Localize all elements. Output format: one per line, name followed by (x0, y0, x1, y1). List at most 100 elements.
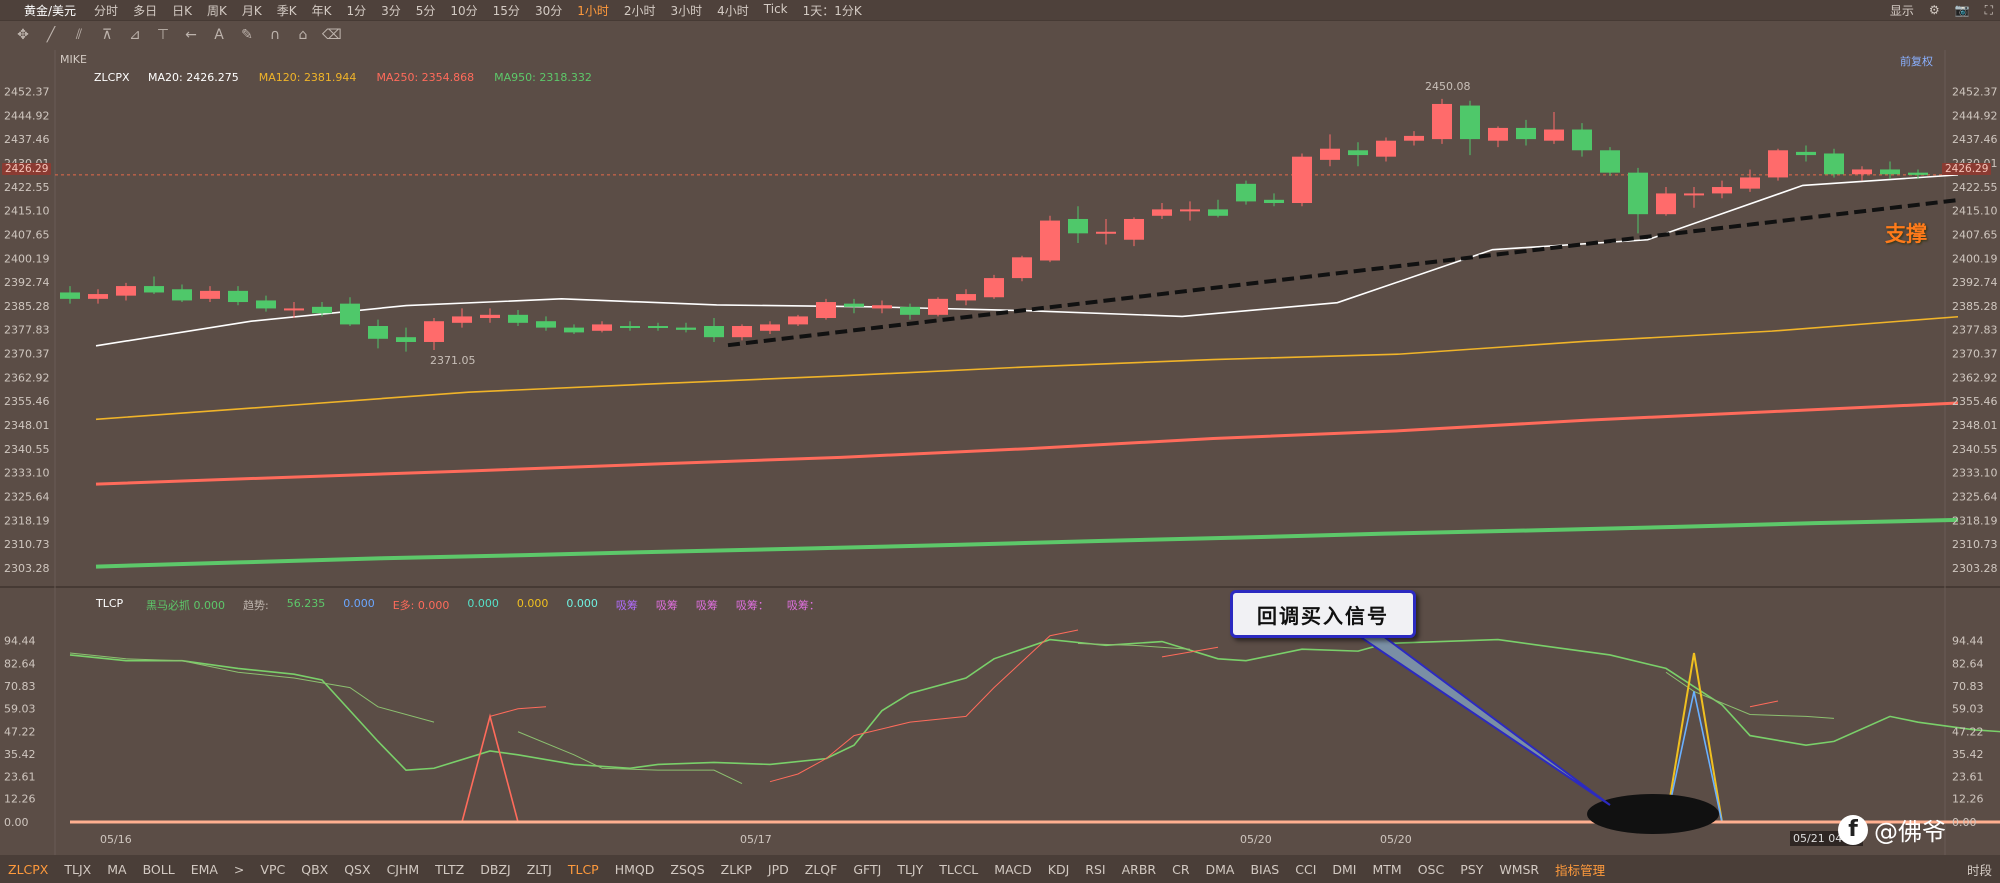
measure-icon[interactable]: ⊿ (129, 27, 141, 43)
timeframe-4[interactable]: 月K (241, 3, 262, 18)
y-tick-label-left: 2333.10 (4, 467, 50, 480)
indicator-tab-27[interactable]: DMA (1205, 861, 1235, 877)
indicator-tab-16[interactable]: ZLKP (720, 861, 752, 877)
prefix-adjust-button[interactable]: 前复权 (1900, 55, 1933, 68)
indicator-tab-15[interactable]: ZSQS (670, 861, 705, 877)
y-tick-label-left: 2422.55 (4, 181, 50, 194)
candle-body (1152, 209, 1172, 216)
candle-body (1768, 150, 1788, 178)
channel-tool-icon[interactable]: ⫽ (75, 27, 83, 43)
timeframe-11[interactable]: 15分 (492, 3, 520, 18)
indicator-tab-5[interactable]: > (233, 861, 245, 877)
indicator-tab-30[interactable]: DMI (1332, 861, 1357, 877)
y-tick-label-left: 2362.92 (4, 371, 50, 384)
indicator-tab-12[interactable]: ZLTJ (526, 861, 552, 877)
symbol-selector[interactable]: 黄金/美元 (24, 3, 77, 18)
indicator-tab-9[interactable]: CJHM (386, 861, 420, 877)
candle-body (340, 303, 360, 325)
text-tool-icon[interactable]: A (214, 27, 224, 43)
indicator-tab-11[interactable]: DBZJ (480, 861, 511, 877)
indicator-tab-18[interactable]: ZLQF (804, 861, 838, 877)
sub-legend-item: 吸筹： (736, 597, 769, 613)
display-menu[interactable]: 显示 (1889, 3, 1914, 18)
candle-body (1572, 129, 1592, 151)
timeframe-5[interactable]: 季K (276, 3, 297, 18)
indicator-tab-8[interactable]: QSX (344, 861, 371, 877)
timeframe-8[interactable]: 3分 (381, 3, 401, 18)
camera-icon[interactable]: 📷 (1954, 3, 1970, 17)
drawing-toolbar: ✥ ╱ ⫽ ⊼ ⊿ ⊤ ← A ✎ ∩ ⌂ ⌫ (0, 20, 2000, 50)
indicator-tab-22[interactable]: MACD (994, 861, 1032, 877)
indicator-tab-1[interactable]: TLJX (64, 861, 92, 877)
indicator-tab-21[interactable]: TLCCL (939, 861, 979, 877)
candle-body (116, 286, 136, 296)
session-button[interactable]: 时段 (1966, 862, 1992, 878)
indicator-tab-32[interactable]: OSC (1417, 861, 1445, 877)
sub-legend-item: 0.000 (566, 597, 598, 613)
timeframe-14[interactable]: 2小时 (623, 3, 656, 18)
candle-body (788, 316, 808, 325)
indicator-tab-17[interactable]: JPD (767, 861, 789, 877)
timeframe-2[interactable]: 日K (172, 3, 192, 18)
indicator-tab-23[interactable]: KDJ (1047, 861, 1070, 877)
high-price-label: 2450.08 (1425, 80, 1471, 93)
indicator-tab-35[interactable]: 指标管理 (1555, 862, 1606, 878)
low-price-label: 2371.05 (430, 354, 476, 367)
indicator-tab-0[interactable]: ZLCPX (8, 861, 49, 877)
indicator-tab-6[interactable]: VPC (260, 861, 286, 877)
indicator-tab-26[interactable]: CR (1172, 861, 1190, 877)
timeframe-6[interactable]: 年K (311, 3, 332, 18)
indicator-tab-28[interactable]: BIAS (1250, 861, 1280, 877)
indicator-tab-14[interactable]: HMQD (614, 861, 655, 877)
fib-tool-icon[interactable]: ⊼ (101, 27, 113, 43)
indicator-tab-13[interactable]: TLCP (567, 861, 599, 877)
indicator-tab-2[interactable]: MA (107, 861, 127, 877)
line-tool-icon[interactable]: ╱ (46, 27, 56, 43)
gear-icon[interactable]: ⚙ (1928, 3, 1940, 17)
indicator-tab-7[interactable]: QBX (301, 861, 329, 877)
timeframe-18[interactable]: 1天：1分K (802, 3, 862, 18)
timeframe-12[interactable]: 30分 (534, 3, 563, 18)
indicator-tab-4[interactable]: EMA (190, 861, 218, 877)
candle-body (1516, 127, 1536, 140)
indicator-tab-10[interactable]: TLTZ (435, 861, 465, 877)
timeframe-7[interactable]: 1分 (346, 3, 367, 18)
timeframe-9[interactable]: 5分 (415, 3, 436, 18)
timeframe-3[interactable]: 周K (206, 3, 227, 18)
y-tick-label-left: 2407.65 (4, 228, 50, 241)
crosshair-icon[interactable]: ✥ (17, 27, 29, 43)
candle-body (676, 327, 696, 330)
timeframe-15[interactable]: 3小时 (670, 3, 703, 18)
indicator-tab-19[interactable]: GFTJ (853, 861, 882, 877)
pen-icon[interactable]: ✎ (241, 27, 253, 43)
indicator-tab-31[interactable]: MTM (1372, 861, 1402, 877)
indicator-tab-3[interactable]: BOLL (142, 861, 175, 877)
axes: 2452.37 2452.37 2444.92 2444.92 2437.46 2437.… (4, 86, 1998, 846)
timeframe-13[interactable]: 1小时 (577, 3, 609, 18)
timeframe-17[interactable]: Tick (763, 1, 788, 16)
indicator-tab-29[interactable]: CCI (1295, 861, 1317, 877)
indicator-tab-34[interactable]: WMSR (1499, 861, 1540, 877)
magnet-icon[interactable]: ∩ (269, 27, 281, 43)
support-label: 支撑 (1885, 222, 1927, 246)
indicator-tab-25[interactable]: ARBR (1121, 861, 1157, 877)
candle-body (1460, 105, 1480, 140)
candle-body (1656, 193, 1676, 215)
trash-icon[interactable]: ⌫ (322, 27, 342, 43)
indicator-tab-24[interactable]: RSI (1085, 861, 1106, 877)
lock-icon[interactable]: ⌂ (298, 27, 308, 43)
indicator-tab-33[interactable]: PSY (1460, 861, 1484, 877)
timeframe-0[interactable]: 分时 (94, 3, 119, 18)
main-indicator-name[interactable]: MIKE (60, 53, 87, 66)
sub-indicator-name[interactable]: TLCP (96, 597, 124, 610)
indicator-tab-20[interactable]: TLJY (897, 861, 924, 877)
candle-body (88, 294, 108, 299)
arrow-icon[interactable]: ← (185, 27, 197, 43)
hline-icon[interactable]: ⊤ (156, 27, 170, 43)
sub-y-tick-right: 70.83 (1952, 680, 1984, 693)
timeframe-16[interactable]: 4小时 (717, 3, 749, 18)
timeframe-10[interactable]: 10分 (450, 3, 478, 18)
fullscreen-icon[interactable]: ⛶ (1984, 2, 1993, 17)
timeframe-1[interactable]: 多日 (133, 3, 158, 18)
